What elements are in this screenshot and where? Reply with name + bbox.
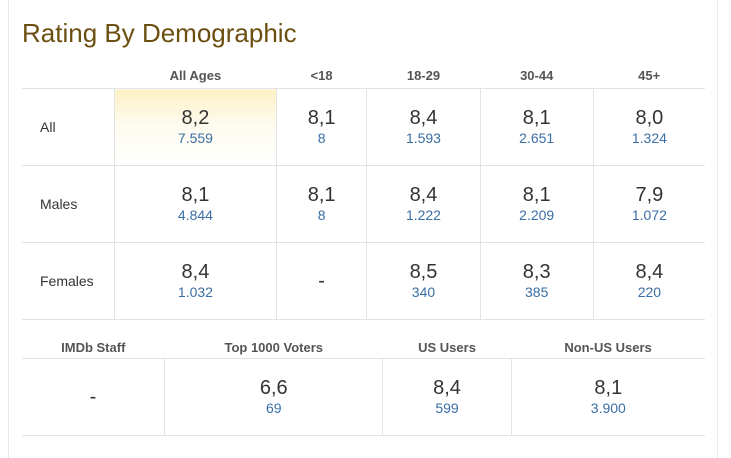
votes-link[interactable]: 340 — [411, 284, 436, 300]
votes-link[interactable]: 1.032 — [177, 284, 213, 300]
votes-link[interactable]: 220 — [637, 284, 662, 300]
rating-value: 8,4 — [409, 184, 438, 206]
rating-cell: 8,4 1.222 — [366, 165, 481, 243]
votes-link[interactable]: 3.900 — [590, 400, 626, 416]
header-under-18: <18 — [276, 62, 367, 89]
rating-cell: 8,1 8 — [276, 88, 368, 166]
votes-link[interactable]: 2.209 — [519, 207, 555, 223]
rating-cell: 7,9 1.072 — [593, 165, 705, 243]
votes-link[interactable]: 2.651 — [519, 130, 555, 146]
rating-value: 8,4 — [409, 107, 438, 129]
table-row: Males 8,1 4.844 8,1 8 8,4 1.222 8,1 2.20… — [22, 165, 705, 243]
header-us-users: US Users — [382, 336, 512, 359]
rating-cell: 8,1 4.844 — [114, 165, 277, 243]
rating-cell: 8,5 340 — [366, 242, 481, 320]
rating-cell: 8,1 8 — [276, 165, 368, 243]
rating-value: 8,4 — [635, 261, 664, 283]
votes-link[interactable]: 385 — [525, 284, 549, 300]
no-rating-dash: - — [318, 269, 325, 292]
row-label: Females — [22, 242, 115, 320]
rating-cell: 8,4 220 — [593, 242, 705, 320]
rating-value: 8,1 — [522, 107, 551, 129]
rating-value: 8,1 — [307, 107, 336, 129]
votes-link[interactable]: 69 — [265, 400, 282, 416]
rating-cell: 8,3 385 — [480, 242, 594, 320]
rating-cell: 8,2 7.559 — [114, 88, 277, 166]
rating-value: 8,0 — [635, 107, 664, 129]
rating-cell: 8,0 1.324 — [593, 88, 705, 166]
rating-value: 6,6 — [259, 377, 288, 399]
table-row: All 8,2 7.559 8,1 8 8,4 1.593 8,1 2.651 … — [22, 88, 705, 166]
rating-value: 8,4 — [181, 261, 210, 283]
votes-link[interactable]: 1.072 — [631, 207, 667, 223]
rating-value: 8,1 — [307, 184, 336, 206]
section-title: Rating By Demographic — [22, 18, 297, 48]
rating-cell: 6,6 69 — [164, 358, 384, 436]
header-45-plus: 45+ — [593, 62, 705, 89]
rating-cell: - — [276, 242, 368, 320]
voter-groups-table: IMDb Staff Top 1000 Voters US Users Non-… — [22, 336, 705, 436]
rating-cell: 8,1 3.900 — [511, 358, 705, 436]
row-label: Males — [22, 165, 115, 243]
rating-cell: 8,4 599 — [382, 358, 512, 436]
votes-link[interactable]: 1.222 — [405, 207, 441, 223]
rating-panel — [8, 0, 718, 458]
header-18-29: 18-29 — [366, 62, 481, 89]
rating-cell: - — [22, 358, 166, 436]
rating-value: 8,1 — [594, 377, 623, 399]
row-label: All — [22, 88, 115, 166]
rating-value: 8,1 — [522, 184, 551, 206]
rating-value: 7,9 — [635, 184, 664, 206]
rating-cell: 8,1 2.651 — [480, 88, 594, 166]
table-row: Females 8,4 1.032 - 8,5 340 8,3 385 8,4 … — [22, 242, 705, 320]
header-imdb-staff: IMDb Staff — [22, 336, 165, 359]
table-row: - 6,6 69 8,4 599 8,1 3.900 — [22, 358, 705, 436]
header-empty — [22, 62, 115, 89]
header-non-us-users: Non-US Users — [511, 336, 705, 359]
votes-link[interactable]: 8 — [317, 207, 326, 223]
rating-value: 8,2 — [181, 107, 210, 129]
votes-link[interactable]: 1.324 — [631, 130, 667, 146]
rating-cell: 8,4 1.032 — [114, 242, 277, 320]
groups-header-row: IMDb Staff Top 1000 Voters US Users Non-… — [22, 336, 705, 359]
rating-value: 8,1 — [181, 184, 210, 206]
votes-link[interactable]: 8 — [317, 130, 326, 146]
rating-value: 8,4 — [433, 377, 461, 399]
header-all-ages: All Ages — [114, 62, 277, 89]
header-top-1000-voters: Top 1000 Voters — [164, 336, 383, 359]
demographic-header-row: All Ages <18 18-29 30-44 45+ — [22, 62, 705, 89]
rating-cell: 8,1 2.209 — [480, 165, 594, 243]
no-rating-dash: - — [89, 385, 97, 408]
votes-link[interactable]: 4.844 — [177, 207, 213, 223]
demographic-table: All Ages <18 18-29 30-44 45+ All 8,2 7.5… — [22, 62, 705, 320]
votes-link[interactable]: 599 — [435, 400, 459, 416]
rating-value: 8,5 — [409, 261, 438, 283]
rating-value: 8,3 — [522, 261, 551, 283]
rating-cell: 8,4 1.593 — [366, 88, 481, 166]
votes-link[interactable]: 7.559 — [177, 130, 213, 146]
header-30-44: 30-44 — [480, 62, 594, 89]
votes-link[interactable]: 1.593 — [405, 130, 441, 146]
